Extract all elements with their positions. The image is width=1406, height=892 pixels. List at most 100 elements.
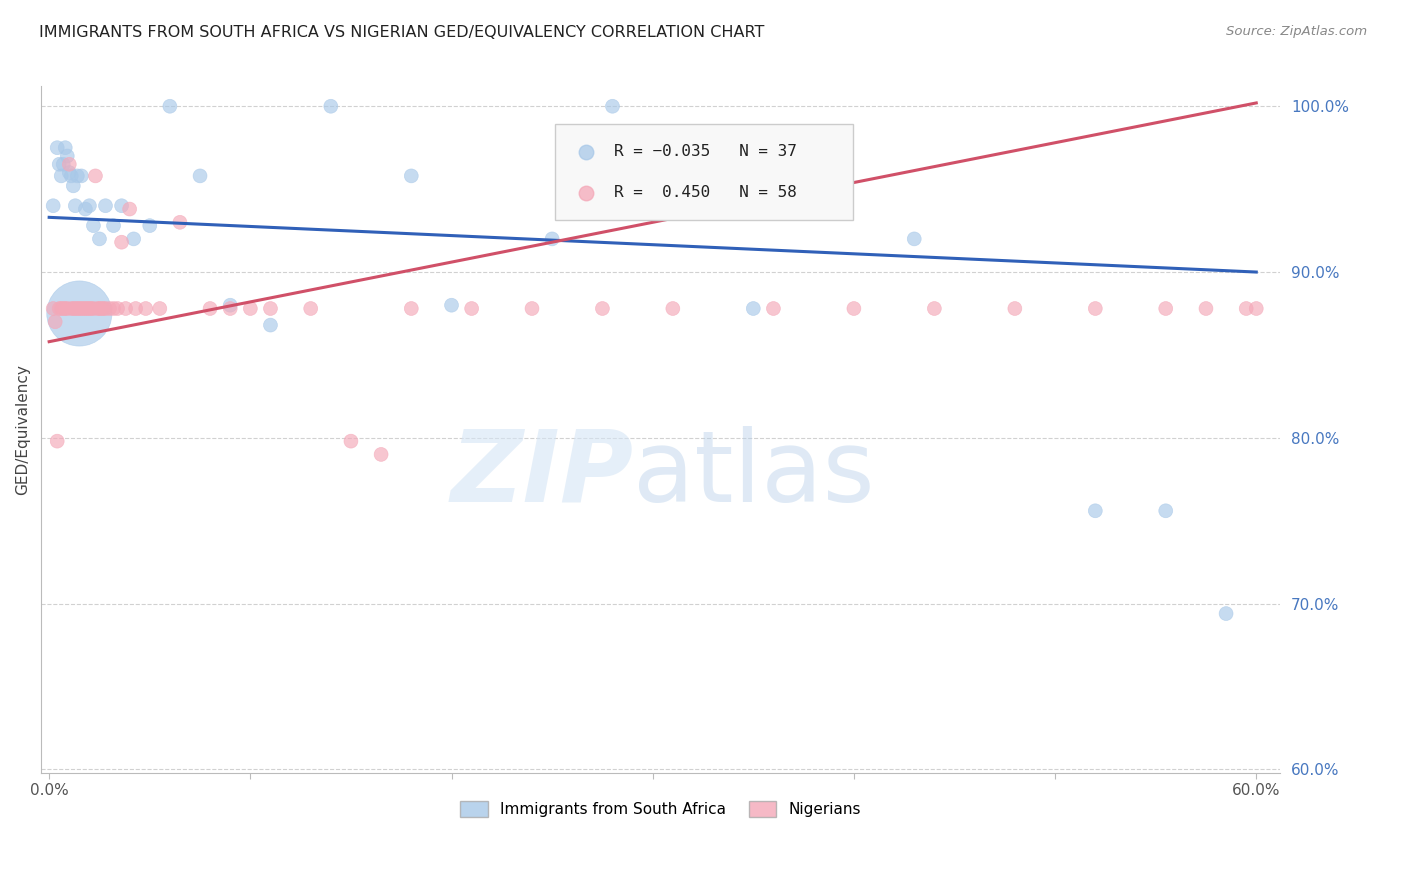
Text: Source: ZipAtlas.com: Source: ZipAtlas.com (1226, 25, 1367, 38)
Point (124, 301, 146, 316)
Text: atlas: atlas (634, 425, 875, 523)
Point (58, 157, 80, 171)
Point (44, 315, 66, 329)
Point (591, 301, 613, 316)
Point (110, 199, 132, 213)
Point (1234, 301, 1257, 316)
Point (842, 301, 865, 316)
Point (56, 301, 79, 316)
Point (60, 301, 83, 316)
Point (75, 301, 97, 316)
Point (56, 149, 79, 163)
Point (259, 318, 281, 332)
Point (762, 301, 785, 316)
Point (65, 301, 87, 316)
Point (460, 301, 482, 316)
Point (742, 301, 765, 316)
Point (299, 301, 322, 316)
Point (139, 219, 162, 233)
Point (1154, 504, 1177, 518)
Point (520, 301, 543, 316)
Point (65, 199, 87, 213)
Point (52, 157, 75, 171)
Point (122, 232, 145, 246)
Point (169, 215, 191, 229)
Text: ZIP: ZIP (450, 425, 634, 523)
Point (924, 356, 946, 370)
Point (52, 301, 75, 316)
Point (86, 301, 108, 316)
Point (84, 169, 107, 183)
Point (53, 141, 76, 155)
Point (94, 301, 117, 316)
Y-axis label: GED/Equivalency: GED/Equivalency (15, 364, 30, 495)
Point (440, 298, 463, 312)
Point (80, 301, 103, 316)
Point (60, 169, 83, 183)
Point (103, 301, 125, 316)
Point (219, 301, 242, 316)
Point (46, 434, 69, 449)
Point (79, 301, 101, 316)
Point (135, 301, 157, 316)
Point (159, 99, 181, 113)
Point (79, 199, 101, 213)
Point (662, 301, 685, 316)
Point (46, 141, 69, 155)
Point (48, 301, 70, 316)
Point (51, 169, 73, 183)
Point (67, 301, 90, 316)
Point (82, 301, 104, 316)
Point (924, 257, 946, 271)
FancyBboxPatch shape (555, 124, 853, 220)
Point (401, 169, 423, 183)
Point (90, 301, 112, 316)
Point (62, 178, 84, 193)
Point (67, 306, 90, 320)
Point (89, 301, 111, 316)
Point (70, 301, 93, 316)
Point (82, 219, 104, 233)
Point (76, 301, 98, 316)
Point (89, 232, 111, 246)
Point (924, 301, 946, 316)
Point (541, 232, 564, 246)
Point (53, 301, 76, 316)
Point (1084, 504, 1107, 518)
Text: R =  0.450   N = 58: R = 0.450 N = 58 (613, 186, 797, 200)
Point (319, 99, 342, 113)
Point (602, 99, 624, 113)
Point (1195, 301, 1218, 316)
Point (1215, 607, 1237, 621)
Point (58, 165, 80, 179)
Point (1084, 301, 1107, 316)
Point (259, 301, 281, 316)
Point (340, 434, 363, 449)
Point (51, 301, 73, 316)
Point (188, 169, 211, 183)
Point (1246, 301, 1268, 316)
Point (48, 157, 70, 171)
Point (103, 219, 125, 233)
Point (370, 447, 392, 461)
Point (401, 301, 423, 316)
Point (118, 202, 141, 216)
Point (110, 235, 132, 250)
Text: R = −0.035   N = 37: R = −0.035 N = 37 (613, 145, 797, 159)
Point (66, 169, 89, 183)
Point (198, 301, 221, 316)
Point (70, 169, 93, 183)
Point (42, 199, 65, 213)
Point (903, 232, 925, 246)
Point (66, 301, 89, 316)
Point (239, 301, 262, 316)
Point (62, 301, 84, 316)
Point (107, 301, 129, 316)
Point (93, 301, 115, 316)
Point (75, 202, 97, 216)
Point (114, 301, 136, 316)
Point (42, 301, 65, 316)
Point (149, 301, 172, 316)
Point (72, 301, 94, 316)
Point (219, 298, 242, 312)
